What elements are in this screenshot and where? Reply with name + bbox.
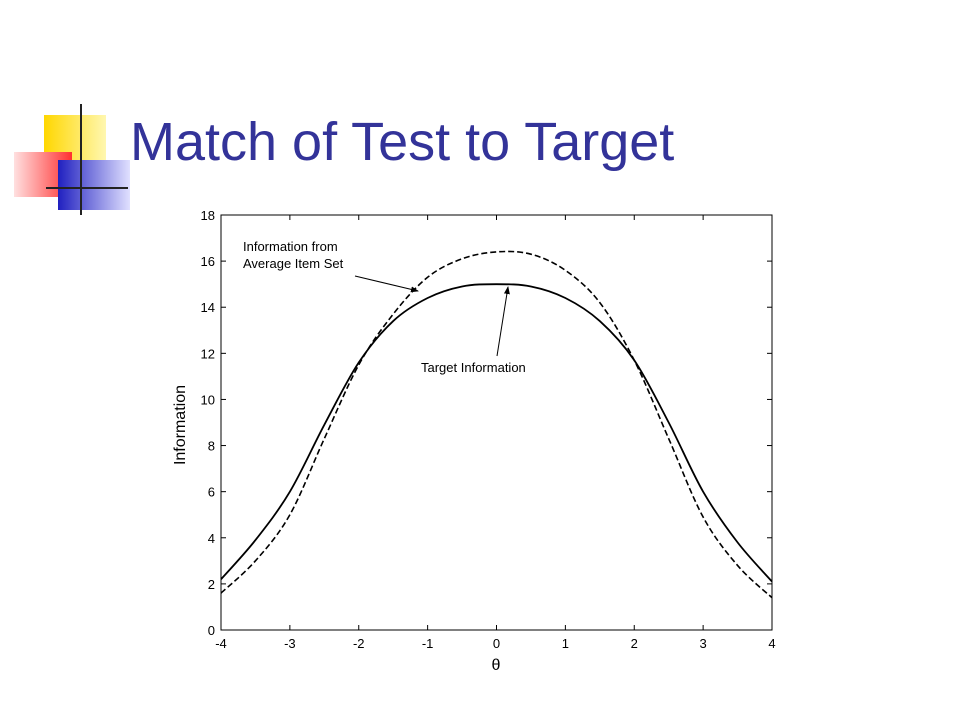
- x-tick-label: -3: [284, 636, 296, 651]
- y-tick-label: 8: [208, 439, 215, 454]
- x-tick-label: -4: [215, 636, 227, 651]
- annotation: Average Item Set: [243, 256, 344, 271]
- x-tick-label: -1: [422, 636, 434, 651]
- y-tick-label: 12: [201, 346, 215, 361]
- x-axis-label: θ: [492, 657, 501, 674]
- x-tick-label: 4: [768, 636, 775, 651]
- annotation: Information from: [243, 239, 338, 254]
- annotation-arrow: [496, 286, 510, 357]
- slide-title: Match of Test to Target: [130, 112, 674, 172]
- y-tick-label: 18: [201, 208, 215, 223]
- x-tick-label: 0: [493, 636, 500, 651]
- y-tick-label: 0: [208, 623, 215, 638]
- y-tick-label: 4: [208, 531, 215, 546]
- y-tick-label: 16: [201, 254, 215, 269]
- y-tick-label: 2: [208, 577, 215, 592]
- x-tick-label: 2: [631, 636, 638, 651]
- y-tick-label: 6: [208, 485, 215, 500]
- logo: [14, 104, 130, 215]
- y-tick-label: 14: [201, 300, 215, 315]
- x-tick-label: 3: [700, 636, 707, 651]
- plot-frame: [220, 214, 773, 631]
- annotation-arrow: [354, 275, 419, 293]
- x-tick-label: 1: [562, 636, 569, 651]
- line-series: [220, 250, 773, 599]
- y-tick-label: 10: [201, 392, 215, 407]
- y-axis-label: Information: [172, 385, 189, 465]
- line-series: [220, 283, 773, 583]
- x-tick-label: -2: [353, 636, 365, 651]
- annotation: Target Information: [421, 360, 526, 375]
